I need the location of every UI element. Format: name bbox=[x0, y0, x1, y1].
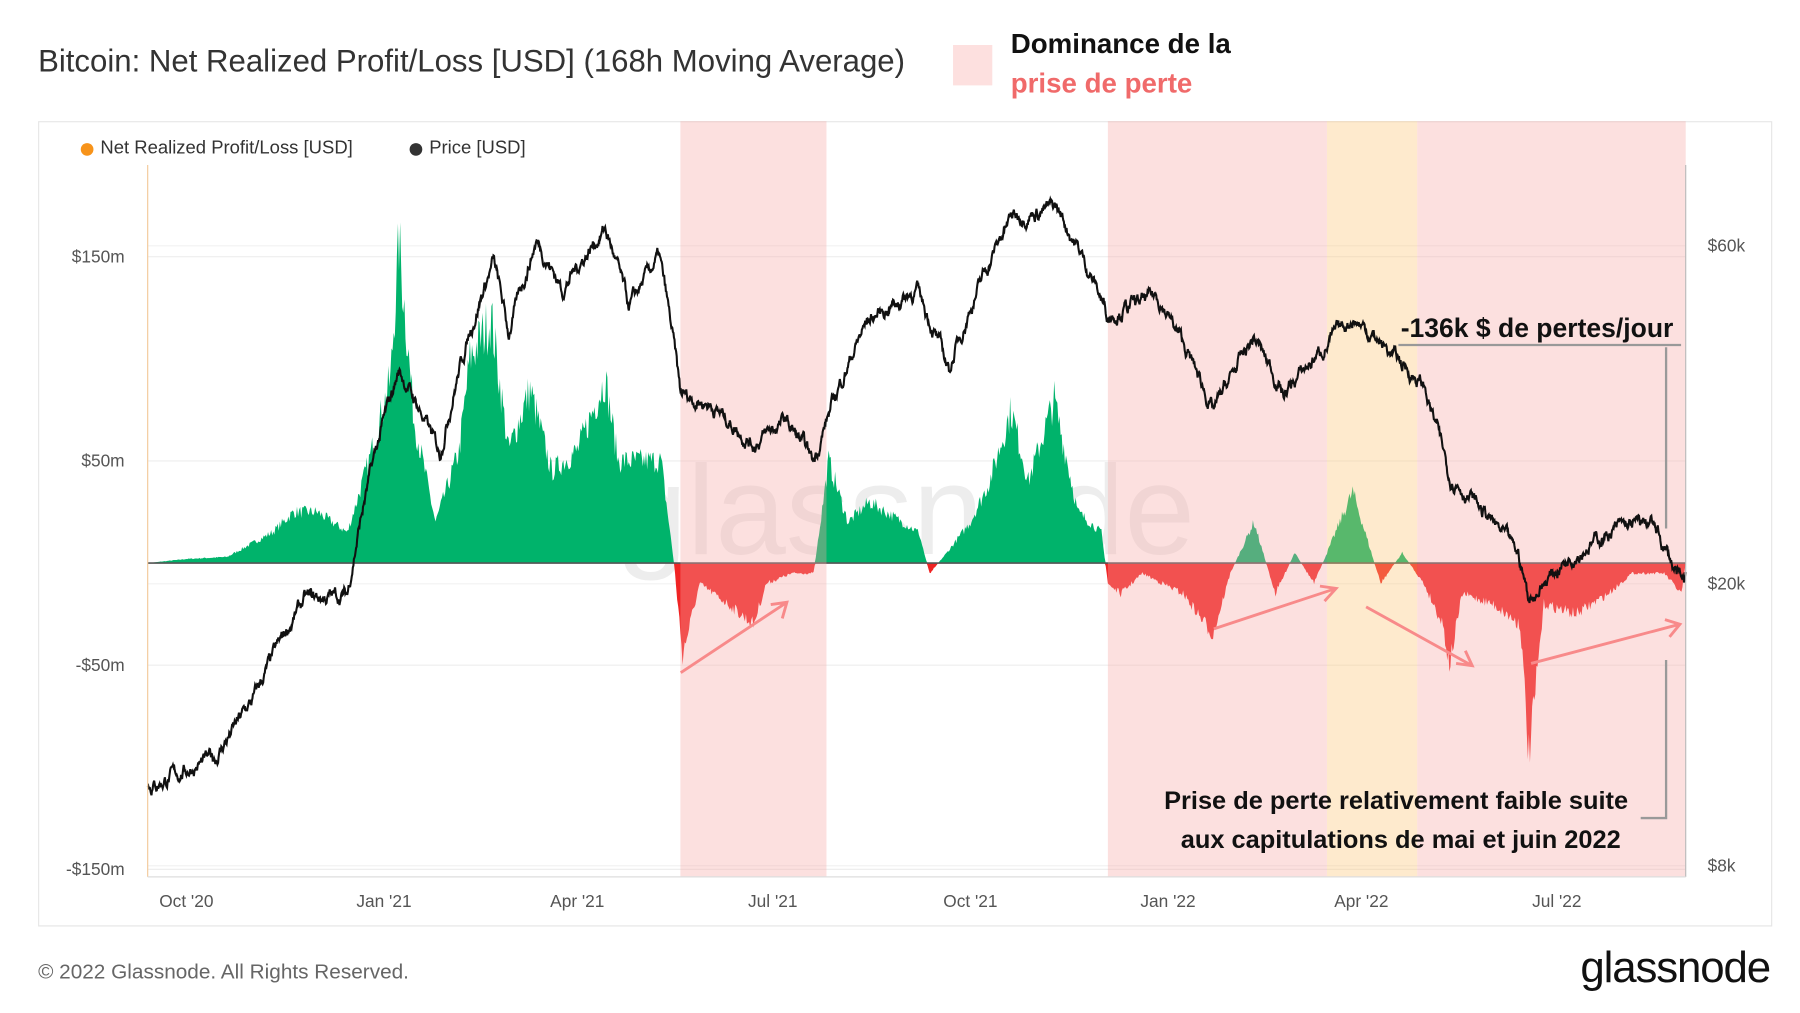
y-left-tick-label: -$50m bbox=[76, 655, 125, 675]
x-tick-label: Oct '21 bbox=[943, 891, 997, 911]
x-tick-label: Apr '21 bbox=[550, 891, 604, 911]
legend-label: Price [USD] bbox=[429, 138, 526, 159]
legend-dot-icon bbox=[409, 142, 423, 156]
price-line bbox=[146, 195, 1687, 796]
neutral_zone-shade bbox=[1326, 121, 1418, 877]
legend-item-price[interactable]: Price [USD] bbox=[409, 138, 526, 159]
x-tick-label: Jul '22 bbox=[1532, 891, 1581, 911]
x-tick-label: Jan '21 bbox=[356, 891, 411, 911]
dominance-label-line1: Dominance de la bbox=[1010, 28, 1231, 60]
x-tick-label: Apr '22 bbox=[1334, 891, 1388, 911]
y-left-tick-label: -$150m bbox=[66, 859, 125, 879]
chart-title: Bitcoin: Net Realized Profit/Loss [USD] … bbox=[38, 43, 905, 79]
arrow-icon bbox=[679, 600, 789, 674]
glassnode-logo: glassnode bbox=[1580, 943, 1771, 993]
x-tick-label: Oct '20 bbox=[159, 891, 213, 911]
loss_dominance-shade bbox=[1417, 121, 1686, 877]
trend-arrows bbox=[679, 584, 1683, 674]
loss-dominance-swatch bbox=[953, 44, 993, 86]
dominance-label-line2: prise de perte bbox=[1010, 68, 1193, 100]
annotation-line2: aux capitulations de mai et juin 2022 bbox=[1181, 826, 1621, 854]
y-right-tick-label: $60k bbox=[1708, 236, 1746, 256]
annotation-daily-loss: -136k $ de pertes/jour bbox=[1401, 313, 1674, 343]
annotation-line1: Prise de perte relativement faible suite bbox=[1164, 787, 1628, 815]
copyright: © 2022 Glassnode. All Rights Reserved. bbox=[38, 959, 409, 984]
y-left-tick-label: $50m bbox=[81, 451, 124, 471]
arrow-icon bbox=[1213, 584, 1339, 631]
y-left-tick-label: $150m bbox=[72, 246, 125, 266]
arrow-icon bbox=[1530, 618, 1683, 665]
y-right-tick-label: $8k bbox=[1708, 856, 1736, 876]
x-tick-label: Jul '21 bbox=[748, 891, 797, 911]
loss_dominance-shade bbox=[680, 121, 827, 877]
callout-lines bbox=[1398, 343, 1682, 820]
legend-item-nrpl[interactable]: Net Realized Profit/Loss [USD] bbox=[80, 138, 353, 159]
profit-area bbox=[147, 222, 1686, 564]
legend-dot-icon bbox=[80, 142, 94, 156]
arrow-icon bbox=[1365, 605, 1475, 668]
loss-area bbox=[147, 563, 1686, 763]
chart-frame bbox=[38, 121, 1773, 927]
x-tick-label: Jan '22 bbox=[1140, 891, 1195, 911]
y-right-tick-label: $20k bbox=[1708, 574, 1746, 594]
legend-label: Net Realized Profit/Loss [USD] bbox=[100, 138, 353, 159]
loss_dominance-shade bbox=[1107, 121, 1327, 877]
